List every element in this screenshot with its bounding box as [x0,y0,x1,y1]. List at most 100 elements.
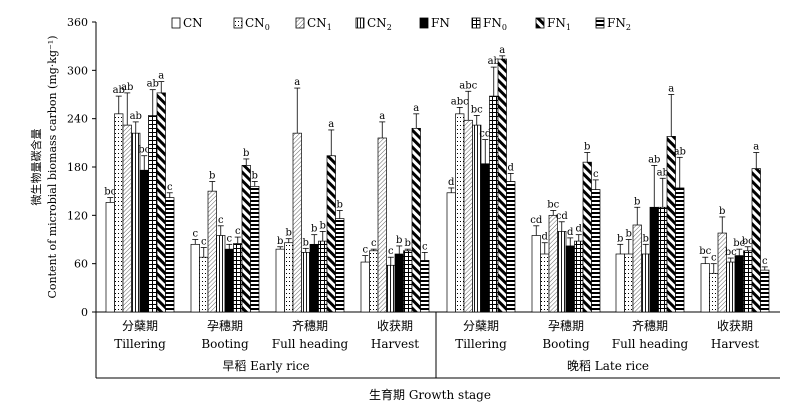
legend-label: CN1 [307,16,332,32]
significance-letter: c [362,245,368,256]
significance-letter: ab [147,79,159,90]
stage-label-cn: 孕穗期 [207,319,243,333]
significance-letter: ab [121,82,133,93]
significance-letter: bc [471,104,483,115]
significance-letter: c [371,238,377,249]
significance-letter: b [243,148,249,159]
bar [497,58,507,313]
significance-letter: a [294,77,300,88]
y-axis-title-en: Content of microbial biomass carbon (mg·… [46,35,59,298]
significance-letter: bc [547,200,559,211]
significance-letter: cd [556,211,569,222]
bar [233,243,243,313]
bar [420,260,430,313]
bar [675,187,685,313]
legend-label: CN [183,16,203,30]
bar [540,253,550,313]
significance-letter: b [719,206,725,217]
significance-letter: ab [130,111,142,122]
legend-label: CN0 [245,16,270,32]
significance-letter: b [320,220,326,231]
bar [250,185,260,313]
bar [326,155,336,313]
significance-letter: b [209,171,215,182]
bar [649,206,659,313]
significance-letter: c [218,215,224,226]
significance-letter: cd [479,129,492,140]
significance-letter: bc [138,145,150,156]
significance-letter: b [311,224,317,235]
bar [666,136,676,313]
significance-letter: b [252,171,258,182]
bar [207,190,217,313]
legend-swatch [471,17,481,29]
bar [165,197,175,313]
legend-swatch [355,17,365,29]
bar [386,264,396,313]
legend: CN CN0 CN1 CN2 FN FN0 FN1 FN2 [171,16,631,32]
x-axis-labels: 分蘖期 Tillering 孕穗期 Booting 齐穗期 Full heading 收获期… [114,318,759,373]
y-tick-label: 240 [67,113,88,126]
bar [548,214,558,313]
bar [717,232,727,313]
bar [241,165,251,313]
legend-swatch [295,17,305,29]
bar [224,248,234,313]
significance-letter: b [337,200,343,211]
bar [591,189,601,313]
y-tick-label: 360 [67,16,88,29]
significance-letter: c [201,237,207,248]
bar [131,132,141,313]
bar [156,92,166,313]
bar [335,218,345,313]
significance-letter: d [542,232,549,243]
significance-letter: a [379,111,385,122]
stage-label-cn: 齐穗期 [292,318,328,333]
significance-letter: c [235,226,241,237]
bar [394,253,404,313]
bar [369,250,379,313]
legend-swatch [419,17,429,29]
stage-label-en: Booting [542,337,590,351]
bar [309,243,319,313]
legend-swatch [595,17,605,29]
significance-letter: cd [530,215,543,226]
y-tick-label: 0 [81,306,88,319]
stage-label-en: Tillering [114,337,166,351]
bar [641,253,651,313]
significance-letter: b [626,229,632,240]
stage-label-en: Harvest [711,337,759,351]
y-tick-label: 120 [67,209,88,222]
significance-letter: ab [113,85,125,96]
bar [148,115,158,313]
significance-letter: c [762,256,768,267]
legend-swatch [171,17,181,29]
stage-label-cn: 分蘖期 [122,318,158,333]
stage-label-cn: 孕穗期 [548,319,584,333]
bar [709,272,719,313]
significance-letter: c [593,169,599,180]
bar [105,202,115,313]
significance-letter: c [711,253,717,264]
bar [472,124,482,313]
bar [615,253,625,313]
significance-letter: a [668,84,674,95]
bar [403,250,413,313]
significance-letter: b [286,228,292,239]
significance-letter: bc [104,187,116,198]
significance-letter: abc [451,96,469,107]
significance-letter: a [158,71,164,82]
bar [557,231,567,313]
significance-letter: b [277,236,283,247]
bar [700,263,710,313]
legend-label: FN [431,16,450,30]
bar [489,95,499,313]
legend-swatch [535,17,545,29]
bar [624,253,634,313]
stage-label-en: Full heading [612,337,689,351]
significance-letter: a [413,103,419,114]
significance-letter: d [508,162,515,173]
y-axis-title-cn: 微生物量碳含量 [29,129,43,206]
legend-label: CN2 [367,16,392,32]
bar [139,169,149,313]
